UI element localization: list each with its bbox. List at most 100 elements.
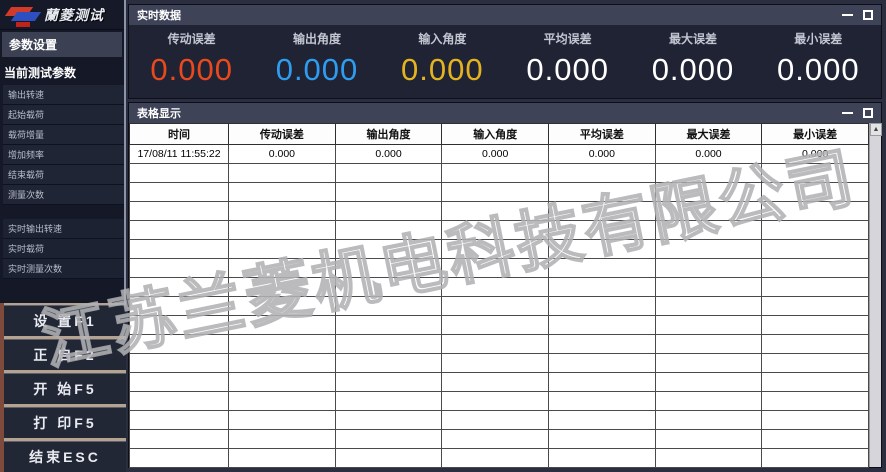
table-row-empty[interactable] (128, 391, 869, 411)
app-title: 蘭菱测试 (44, 6, 104, 23)
table-cell (334, 429, 443, 449)
sidebar-realtime-item-0[interactable]: 实时输出转速 (3, 219, 124, 239)
scroll-up-icon[interactable]: ▲ (870, 123, 882, 136)
table-cell (334, 163, 443, 183)
table-cell (441, 334, 550, 354)
sidebar-header-settings[interactable]: 参数设置 (2, 32, 122, 57)
table-cell (441, 372, 550, 392)
sidebar-param-item-5[interactable]: 测量次数 (3, 185, 124, 205)
table-cell (128, 201, 230, 221)
table-row-empty[interactable] (128, 334, 869, 354)
table-cell (334, 410, 443, 430)
table-cell (228, 391, 336, 411)
table-row-empty[interactable] (128, 296, 869, 316)
table-cell (128, 182, 230, 202)
table-panel-title: 表格显示 (137, 108, 181, 120)
table-row-empty[interactable] (128, 239, 869, 259)
table-cell (334, 391, 443, 411)
table-cell: 0.000 (761, 144, 869, 164)
table-cell (228, 258, 336, 278)
function-button-4[interactable]: 结束ESC (4, 441, 126, 472)
function-button-1[interactable]: 正 启F2 (4, 339, 126, 370)
table-row-empty[interactable] (128, 220, 869, 240)
table-row-empty[interactable] (128, 258, 869, 278)
table-scrollbar[interactable]: ▲ (869, 123, 882, 467)
table-cell (128, 220, 230, 240)
table-cell (441, 258, 550, 278)
table-cell (654, 220, 763, 240)
metric-label: 输入角度 (418, 32, 467, 46)
table-row-empty[interactable] (128, 410, 869, 430)
function-button-2[interactable]: 开 始F5 (4, 373, 126, 404)
maximize-icon[interactable] (863, 108, 873, 118)
function-button-stack: 设 置F1 正 启F2 开 始F5 打 印F5 结束ESC (0, 303, 126, 472)
function-button-3[interactable]: 打 印F5 (4, 407, 126, 438)
table-cell (334, 448, 443, 468)
table-cell (334, 277, 443, 297)
table-row-empty[interactable] (128, 163, 869, 183)
table-cell (548, 220, 656, 240)
table-cell (761, 410, 869, 430)
table-cell (761, 448, 869, 468)
sidebar-param-item-1[interactable]: 起始载荷 (3, 105, 124, 125)
sidebar-realtime-item-2[interactable]: 实时测量次数 (3, 259, 124, 279)
metric-label: 最大误差 (668, 32, 717, 46)
table-col-header-6: 最小误差 (761, 123, 869, 145)
metric-value: 0.000 (150, 52, 233, 87)
table-cell (228, 372, 336, 392)
table-cell (654, 315, 763, 335)
table-cell (441, 429, 550, 449)
table-row-empty[interactable] (128, 182, 869, 202)
table-cell (548, 353, 656, 373)
table-cell (654, 372, 763, 392)
sidebar-param-item-3[interactable]: 增加频率 (3, 145, 124, 165)
table-cell (128, 258, 230, 278)
table-cell (128, 429, 230, 449)
minimize-icon[interactable] (842, 112, 853, 114)
table-cell (128, 277, 230, 297)
table-cell (334, 372, 443, 392)
table-row-empty[interactable] (128, 372, 869, 392)
table-cell (548, 372, 656, 392)
table-cell (761, 201, 869, 221)
table-row-empty[interactable] (128, 353, 869, 373)
metric-value: 0.000 (275, 52, 359, 87)
table-cell (548, 277, 656, 297)
table-cell (128, 163, 230, 183)
sidebar-param-item-2[interactable]: 载荷增量 (3, 125, 124, 145)
table-cell (441, 315, 550, 335)
metric-label: 输出角度 (292, 32, 341, 46)
maximize-icon[interactable] (863, 10, 873, 20)
table-cell (228, 448, 336, 468)
sidebar-param-item-4[interactable]: 结束载荷 (3, 165, 124, 185)
table-cell (654, 258, 763, 278)
sidebar-realtime-item-1[interactable]: 实时载荷 (3, 239, 124, 259)
table-cell (228, 334, 336, 354)
sidebar-param-item-0[interactable]: 输出转速 (3, 85, 124, 105)
metric-label: 平均误差 (543, 32, 592, 46)
table-cell (654, 239, 763, 259)
table-cell (334, 201, 443, 221)
table-cell (128, 334, 230, 354)
table-row-empty[interactable] (128, 201, 869, 221)
table-row-empty[interactable] (128, 448, 869, 468)
realtime-panel-titlebar: 实时数据 (129, 5, 881, 25)
table-row[interactable]: 17/08/11 11:55:22 0.000 0.000 0.000 0.000 0.0… (128, 144, 869, 164)
function-button-0[interactable]: 设 置F1 (4, 305, 126, 336)
table-cell (761, 315, 869, 335)
table-cell (228, 220, 336, 240)
table-row-empty[interactable] (128, 315, 869, 335)
table-cell (128, 296, 230, 316)
table-cell (228, 429, 336, 449)
table-cell (128, 372, 230, 392)
table-cell (548, 201, 656, 221)
table-cell (654, 182, 763, 202)
brand-logo-icon (4, 5, 42, 27)
table-cell (654, 448, 763, 468)
results-table: 时间 传动误差 输出角度 输入角度 平均误差 最大误差 最小误差 17/08/11 11:5… (128, 123, 869, 468)
minimize-icon[interactable] (842, 14, 853, 16)
table-row-empty[interactable] (128, 429, 869, 449)
metric-2: 输入角度 0.000 (380, 25, 505, 99)
table-row-empty[interactable] (128, 277, 869, 297)
table-cell: 0.000 (654, 144, 763, 164)
